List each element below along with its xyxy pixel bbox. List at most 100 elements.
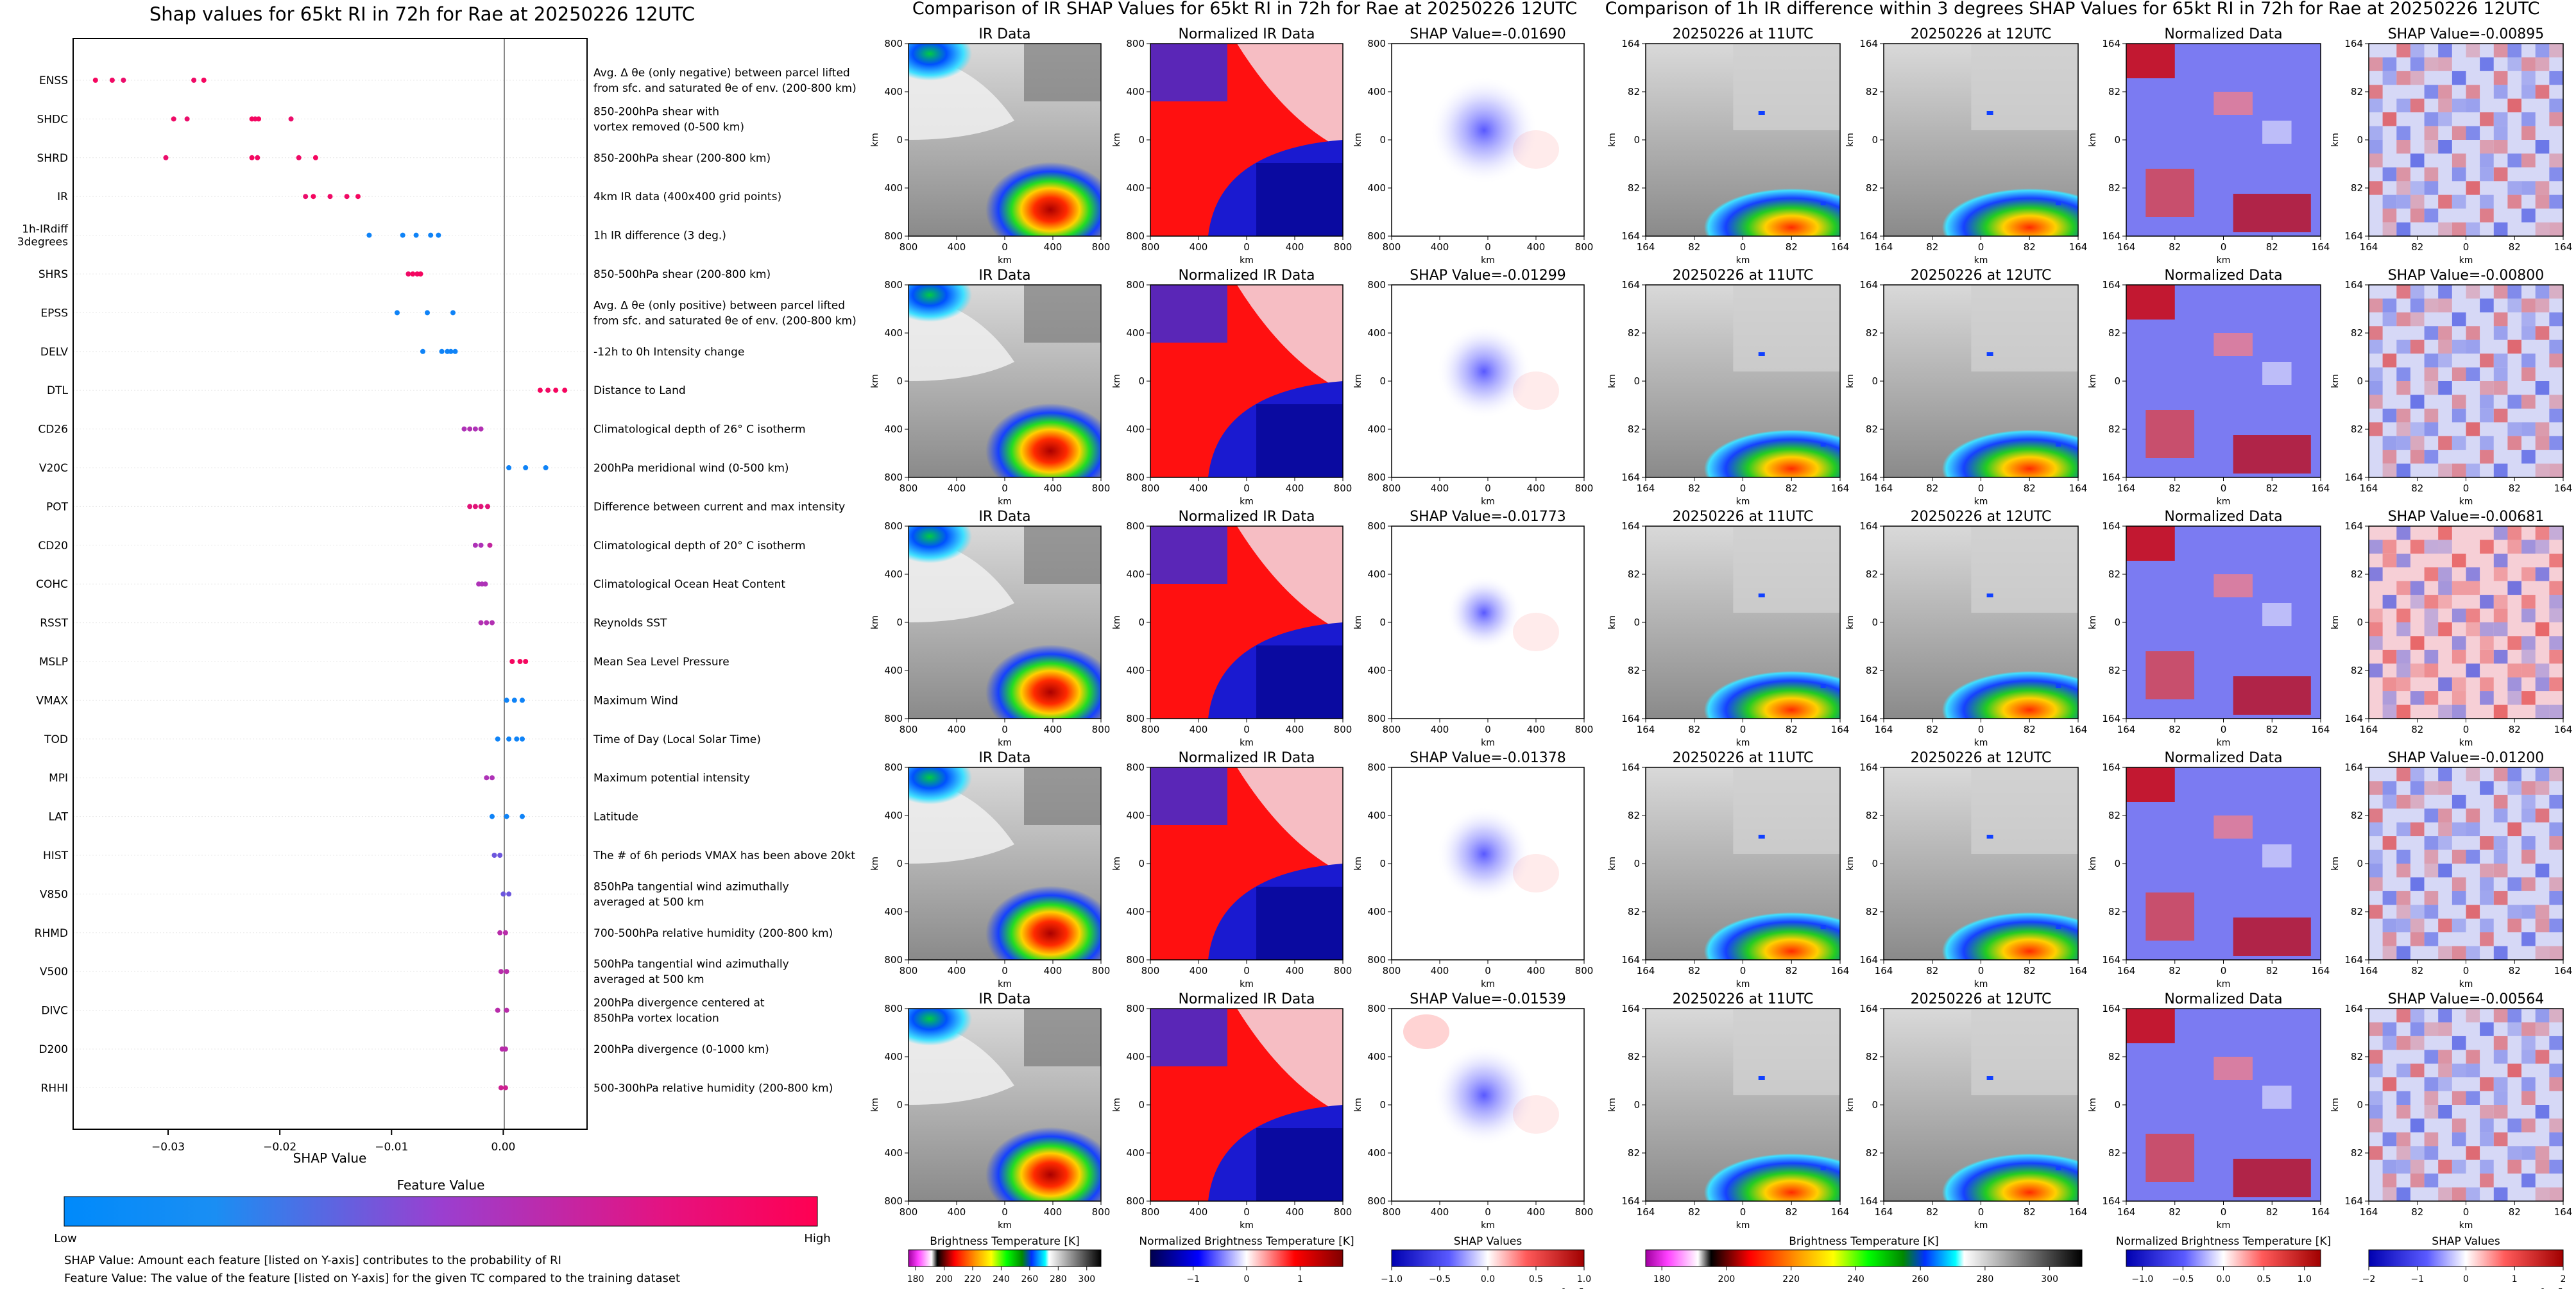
feature-description: vortex removed (0-500 km) bbox=[593, 121, 744, 133]
y-tick-label: 400 bbox=[1126, 810, 1145, 821]
x-tick-label: 164 bbox=[1831, 724, 1850, 735]
norm-core-dark bbox=[1256, 645, 1343, 719]
y-tick-label: 800 bbox=[884, 1003, 903, 1014]
shapdiff-cell bbox=[2535, 905, 2550, 919]
x-tick-label: 0 bbox=[1002, 724, 1008, 735]
x-tick-label: 400 bbox=[1190, 482, 1208, 494]
normdiff-red bbox=[2233, 676, 2311, 715]
shap-point bbox=[490, 775, 495, 781]
shap-point bbox=[487, 542, 493, 548]
shap-point bbox=[472, 542, 478, 548]
shapdiff-cell bbox=[2369, 367, 2383, 381]
shapdiff-cell bbox=[2410, 1063, 2425, 1078]
shapdiff-cell bbox=[2452, 339, 2466, 354]
shap-point bbox=[502, 1046, 508, 1052]
x-tick-label: 82 bbox=[2169, 241, 2181, 253]
norm-core-dark bbox=[1256, 163, 1343, 236]
x-axis-label: km bbox=[1974, 255, 1988, 266]
shapdiff-cell bbox=[2466, 222, 2480, 236]
shapdiff-cell bbox=[2382, 649, 2397, 664]
feature-code-label: COHC bbox=[36, 578, 68, 591]
shapdiff-cell bbox=[2480, 877, 2494, 891]
y-tick-label: 800 bbox=[1367, 230, 1386, 242]
x-tick-label: 164 bbox=[1637, 241, 1655, 253]
panel-title: IR Data bbox=[978, 509, 1030, 525]
x-axis-label: km bbox=[1240, 979, 1254, 989]
feature-code-label: POT bbox=[46, 500, 69, 513]
shapdiff-cell bbox=[2452, 71, 2466, 85]
y-tick-label: 82 bbox=[2351, 182, 2363, 194]
shapdiff-cell bbox=[2396, 608, 2410, 622]
y-tick-label: 82 bbox=[1628, 1051, 1640, 1063]
shapdiff-cell bbox=[2466, 285, 2480, 299]
x-tick-label: 0 bbox=[1485, 1206, 1491, 1218]
shapdiff-cell bbox=[2466, 608, 2480, 622]
feature-description-labels: Avg. Δ θe (only negative) between parcel… bbox=[593, 67, 857, 1095]
y-tick-label: 800 bbox=[1367, 1003, 1386, 1014]
shapdiff-cell bbox=[2493, 85, 2508, 99]
shapdiff-cell bbox=[2480, 1118, 2494, 1132]
colorbar-tick-label: 1 bbox=[2512, 1274, 2518, 1285]
shapdiff-cell bbox=[2507, 822, 2521, 837]
shapdiff-cell bbox=[2424, 209, 2439, 223]
y-tick-label: 0 bbox=[2114, 375, 2120, 387]
colorbar bbox=[1645, 1249, 2083, 1267]
panel-title: 20250226 at 11UTC bbox=[1673, 991, 1814, 1007]
shapdiff-cell bbox=[2438, 1077, 2452, 1091]
colorbar-tick-label: −0.5 bbox=[2172, 1274, 2194, 1285]
shapdiff-cell bbox=[2424, 326, 2439, 340]
y-axis-label: km bbox=[870, 615, 880, 629]
shapdiff-cell bbox=[2549, 222, 2563, 236]
shapdiff-cell bbox=[2549, 1009, 2563, 1023]
shapdiff-cell bbox=[2521, 1022, 2536, 1036]
y-tick-label: 0 bbox=[1633, 134, 1640, 146]
diff-comparison-title: Comparison of 1h IR difference within 3 … bbox=[1605, 0, 2540, 19]
y-tick-label: 0 bbox=[1633, 617, 1640, 628]
feature-description: -12h to 0h Intensity change bbox=[593, 346, 744, 359]
shapdiff-cell bbox=[2369, 140, 2383, 154]
y-axis-label: km bbox=[1607, 615, 1617, 629]
y-tick-label: 400 bbox=[1126, 906, 1145, 918]
shap-point bbox=[506, 465, 512, 470]
shapdiff-cell bbox=[2410, 794, 2425, 809]
diff-small-cell bbox=[2056, 443, 2061, 447]
x-tick-label: 800 bbox=[1383, 724, 1401, 735]
y-tick-label: 0 bbox=[2357, 375, 2363, 387]
x-tick-label: 800 bbox=[1575, 1206, 1594, 1218]
y-axis-label: km bbox=[870, 133, 880, 147]
y-tick-label: 800 bbox=[884, 279, 903, 291]
shapdiff-cell bbox=[2493, 326, 2508, 340]
shap-point bbox=[428, 232, 434, 238]
x-axis-label: km bbox=[1736, 979, 1750, 989]
shapdiff-cell bbox=[2466, 85, 2480, 99]
shapdiff-cell bbox=[2535, 1022, 2550, 1036]
x-tick-label: 0 bbox=[1740, 724, 1746, 735]
shapdiff-cell bbox=[2521, 126, 2536, 140]
shap-axes-frame bbox=[73, 38, 588, 1130]
x-tick-label: 0 bbox=[1002, 482, 1008, 494]
y-tick-label: 400 bbox=[884, 1051, 903, 1063]
shapdiff-cell bbox=[2549, 794, 2563, 809]
shapdiff-cell bbox=[2438, 595, 2452, 609]
shapdiff-cell bbox=[2521, 849, 2536, 864]
y-tick-label: 400 bbox=[1126, 423, 1145, 435]
shapdiff-cell bbox=[2493, 140, 2508, 154]
shapdiff-cell bbox=[2507, 1063, 2521, 1078]
shap-point bbox=[467, 504, 473, 509]
shapdiff-cell bbox=[2549, 1187, 2563, 1201]
shapdiff-cell bbox=[2549, 339, 2563, 354]
panel-title: Normalized Data bbox=[2164, 991, 2282, 1007]
shapdiff-cell bbox=[2480, 57, 2494, 71]
shapdiff-cell bbox=[2438, 1187, 2452, 1201]
shapdiff-cell bbox=[2493, 408, 2508, 423]
shapdiff-cell bbox=[2410, 767, 2425, 781]
diff-small-cell bbox=[1820, 201, 1826, 205]
x-tick-label: 82 bbox=[2266, 724, 2278, 735]
y-tick-label: 0 bbox=[2114, 1099, 2120, 1111]
y-tick-label: 82 bbox=[2351, 665, 2363, 676]
shapdiff-cell bbox=[2410, 781, 2425, 795]
feature-description: 200hPa meridional wind (0-500 km) bbox=[593, 462, 789, 475]
x-tick-label: 0 bbox=[2221, 965, 2227, 977]
shapdiff-cell bbox=[2493, 808, 2508, 823]
y-tick-label: 164 bbox=[2102, 520, 2120, 532]
